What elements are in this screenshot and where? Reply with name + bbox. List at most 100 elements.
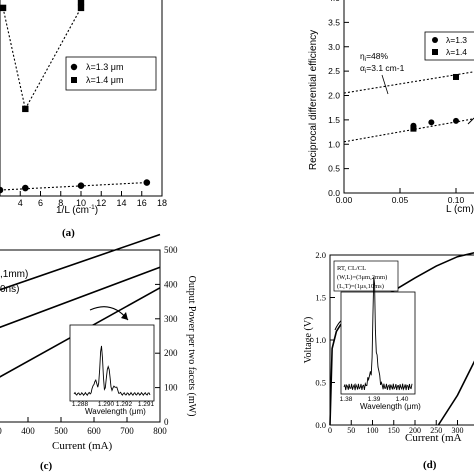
panel-c-ylabel-right: Output Power per two facets (mW) <box>186 276 197 417</box>
y-tick-label: 1.5 <box>315 293 326 303</box>
x-tick-label: 0.00 <box>336 195 353 205</box>
y-tick-label: 300 <box>164 314 178 324</box>
panel-a-legend-box <box>65 56 157 91</box>
x-tick-label: 6 <box>38 198 43 208</box>
x-tick-label: 8 <box>58 198 63 208</box>
inset-x-tick-label: 1.38 <box>340 396 353 403</box>
panel-a: 4 6 8 10 12 14 16 18 λ=1.3 μm λ=1.4 μm 1/L (cm-… <box>0 0 167 239</box>
data-point-circle <box>0 186 4 194</box>
panel-d-inset-spectrum <box>343 276 413 391</box>
inset-x-tick-label: 1.39 <box>368 396 381 403</box>
power-curve-2 <box>0 266 161 329</box>
panel-d-legend: RT, CL/CL (W,L)=(3μm,2mm) (L,T)=(1μs,10m… <box>333 260 399 292</box>
x-tick-label: 700 <box>120 426 134 436</box>
panel-d-ylabel: Voltage (V) <box>303 317 314 364</box>
panel-a-points <box>0 0 151 194</box>
legend-marker-circle <box>432 37 438 43</box>
power-curve-3 <box>0 287 161 378</box>
y-tick-label: 4.0 <box>328 0 340 3</box>
panel-d-legend-line-3: (L,T)=(1μs,10ms) <box>337 283 384 290</box>
data-point-circle <box>453 117 459 124</box>
panel-b-fit-lines <box>343 71 474 143</box>
panel-b-legend-box <box>424 31 474 61</box>
data-point-square <box>410 125 417 132</box>
legend-label-1: λ=1.3 <box>446 35 467 45</box>
x-tick-label: 400 <box>21 426 35 436</box>
y-tick-label: 0.0 <box>328 188 340 198</box>
y-tick-label: 2.5 <box>328 66 340 76</box>
y-tick-label: 500 <box>164 245 178 255</box>
y-tick-label: 3.0 <box>328 42 340 52</box>
legend-marker-square <box>432 49 438 55</box>
x-tick-label: 14 <box>116 198 126 208</box>
x-tick-label: 0 <box>328 426 332 435</box>
panel-c-legend-2: 0ns) <box>0 284 19 295</box>
y-tick-label: 2.0 <box>315 250 326 260</box>
panel-b-annotation-alpha: αi=3.1 cm-1 <box>360 63 405 75</box>
panel-c: 2003004005006007008000100200300400500 ,1… <box>0 233 197 472</box>
fit-line-2a <box>2 7 26 109</box>
x-tick-label: 300 <box>452 426 464 435</box>
panel-d: 0.00.51.01.52.00501001502002503003 RT, C… <box>303 250 474 471</box>
x-tick-label: 0.05 <box>392 195 409 205</box>
data-point-square <box>77 0 85 6</box>
panel-b-frame <box>343 0 474 194</box>
panel-d-legend-box <box>333 260 399 292</box>
panel-d-inset: 1.38 1.39 1.40 Wavelength (μm) <box>340 276 421 411</box>
panel-d-inset-xlabel: Wavelength (μm) <box>360 402 421 411</box>
legend-label-1: λ=1.3 μm <box>86 62 123 72</box>
inset-x-tick-label: 1.291 <box>138 401 155 408</box>
y-tick-label: 200 <box>164 348 178 358</box>
panel-a-legend: λ=1.3 μm λ=1.4 μm <box>65 56 157 91</box>
panel-c-xlabel: Current (mA) <box>52 440 113 452</box>
panel-a-ticks: 4 6 8 10 12 14 16 18 <box>18 191 167 208</box>
y-tick-label: 0.5 <box>328 164 340 174</box>
panel-d-xlabel: Current (mA <box>405 432 462 444</box>
x-tick-label: 500 <box>54 426 68 436</box>
x-tick-label: 250 <box>430 426 442 435</box>
panel-b-xlabel: L (cm) <box>446 204 474 215</box>
panel-c-inset-ticks: 1.288 1.290 1.292 1.291 <box>72 401 155 408</box>
legend-label-2: λ=1.4 <box>446 47 467 57</box>
y-tick-label: 3.5 <box>328 17 340 27</box>
x-tick-label: 100 <box>367 426 379 435</box>
x-tick-label: 12 <box>96 198 106 208</box>
x-tick-label: 4 <box>18 198 23 208</box>
panel-c-inset-frame <box>69 324 155 402</box>
data-point-square <box>0 4 7 12</box>
panel-c-ticks: 2003004005006007008000100200300400500 <box>0 245 178 436</box>
panel-a-frame <box>0 0 163 197</box>
fit-line-upper <box>343 71 474 94</box>
data-point-circle <box>428 119 435 126</box>
panel-a-label: (a) <box>62 227 75 239</box>
panel-b-ticks: 0.0 0.5 1.0 1.5 2.0 2.5 3.0 3.5 4.0 0.00 0.05 0.10 <box>328 0 464 205</box>
data-point-circle <box>143 179 151 186</box>
y-tick-label: 100 <box>164 383 178 393</box>
panel-c-label: (c) <box>40 460 53 472</box>
x-tick-label: 50 <box>347 426 355 435</box>
panel-d-legend-line-1: RT, CL/CL <box>337 265 366 272</box>
panel-b: 0.00.51.01.52.02.53.03.54.00.000.050.10 … <box>308 0 474 215</box>
panel-a-xlabel: 1/L (cm-1) <box>56 204 98 216</box>
panel-c-arrow-head <box>121 312 128 320</box>
panel-d-inset-frame <box>340 291 416 395</box>
data-point-square <box>453 73 459 80</box>
x-tick-label: 800 <box>153 426 167 436</box>
x-tick-label: 0.10 <box>448 195 465 205</box>
data-point-circle <box>22 184 29 192</box>
y-tick-label: 2.0 <box>328 91 340 101</box>
y-tick-label: 0.5 <box>315 378 326 388</box>
power-curve-1 <box>0 233 161 291</box>
x-tick-label: 300 <box>0 426 2 436</box>
x-tick-label: 18 <box>157 198 167 208</box>
data-point-circle <box>77 182 85 190</box>
x-tick-label: 600 <box>87 426 101 436</box>
panel-b-annotation-eta: ηi=48% <box>360 51 388 63</box>
data-point-square <box>77 4 85 12</box>
panel-b-points <box>410 73 459 132</box>
y-tick-label: 0.0 <box>315 420 326 430</box>
panel-b-annotation-arrow-2 <box>467 117 474 125</box>
y-tick-label: 400 <box>164 279 178 289</box>
panel-c-inset-xlabel: Wavelength (μm) <box>85 407 146 416</box>
